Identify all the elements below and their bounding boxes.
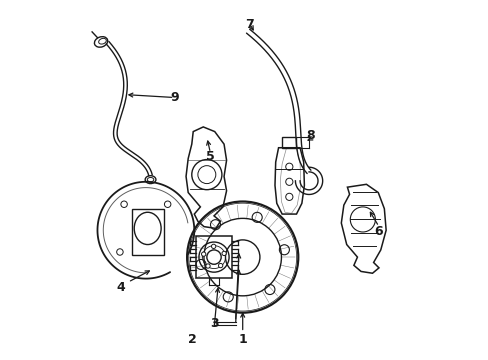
Text: 8: 8 [306,129,314,142]
Text: 1: 1 [238,333,246,346]
Text: 2: 2 [188,333,197,346]
Circle shape [218,264,223,268]
Text: 6: 6 [374,225,383,238]
Text: 4: 4 [116,281,125,294]
Text: 5: 5 [205,150,214,163]
Text: 7: 7 [245,18,254,31]
Text: 3: 3 [209,317,218,330]
Text: 9: 9 [170,91,179,104]
Circle shape [211,244,215,248]
Circle shape [201,252,205,256]
Circle shape [222,251,226,256]
Circle shape [205,264,210,268]
